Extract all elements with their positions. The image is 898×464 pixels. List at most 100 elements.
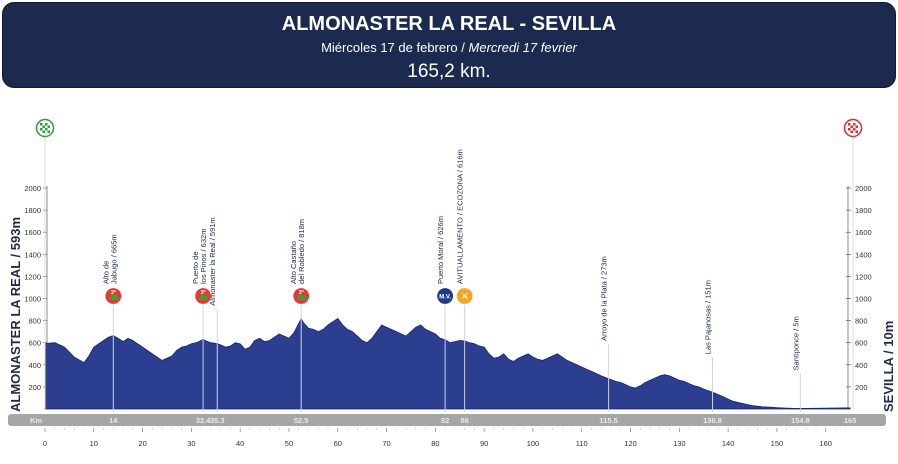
y-tick-label-left: 600 [28, 339, 41, 348]
km-bar [8, 414, 886, 426]
km-mark-label: 35.3 [210, 416, 225, 425]
y-tick-label-left: 1200 [24, 272, 41, 281]
km-mark-label: 115.5 [599, 416, 617, 425]
km-mark-label: 86 [460, 416, 468, 425]
start-flag-check [40, 128, 43, 131]
y-tick-label-left: 800 [28, 317, 41, 326]
annotation-label: Santiponce / 5m [791, 316, 800, 370]
y-tick-label-right: 200 [855, 383, 868, 392]
y-tick-label-right: 2000 [855, 184, 872, 193]
start-label: ALMONASTER LA REAL / 593m [8, 217, 23, 412]
x-tick-label: 140 [722, 439, 735, 448]
finish-flag-check [855, 125, 858, 128]
stage-header: ALMONASTER LA REAL - SEVILLA Miércoles 1… [2, 2, 896, 88]
stage-date-fr: Mercredi 17 fevrier [468, 40, 577, 55]
start-flag-check [42, 125, 45, 128]
sprint-label: M.V. [439, 295, 451, 301]
annotation-label: Puerto Moral / 626m [436, 216, 445, 284]
annotation-label-line: los Pinos / 632m [199, 229, 208, 284]
annotation-label-line: Alto Castaño [289, 241, 298, 284]
y-tick-label-right: 1600 [855, 228, 872, 237]
annotation-label: AVITUALLAMENTO / ECOZONA / 616m [456, 149, 465, 284]
annotation-label-line: Santiponce / 5m [791, 316, 800, 370]
stage-date: Miércoles 17 de febrero / Mercredi 17 fe… [3, 40, 895, 56]
annotation-label-line: Arroyo de la Plata / 273m [600, 256, 609, 341]
climb-category-label: 3ª [299, 289, 305, 296]
km-mark-label: 165 [844, 416, 857, 425]
annotation-label-line: del Robledo / 818m [297, 219, 306, 284]
km-mark-label: 154.8 [791, 416, 810, 425]
mountain-shape-icon [296, 293, 308, 300]
finish-label: SEVILLA / 10m [881, 321, 896, 412]
y-tick-label-right: 1800 [855, 206, 872, 215]
finish-flag-check [848, 128, 851, 131]
finish-flag-check [853, 123, 856, 126]
annotation-label-line: Jabugo / 665m [109, 234, 118, 284]
finish-flag-check [853, 128, 856, 131]
x-tick-label: 0 [43, 439, 47, 448]
x-tick-label: 70 [382, 439, 390, 448]
x-tick-label: 20 [138, 439, 146, 448]
annotation-label: Almonaster la Real / 591m [208, 217, 217, 305]
y-tick-label-right: 1200 [855, 272, 872, 281]
stage-distance: 165,2 km. [407, 61, 491, 82]
x-tick-label: 40 [236, 439, 244, 448]
climb-category-label: 3ª [111, 289, 117, 296]
annotation-label: Las Pajanosas / 151m [704, 280, 713, 354]
x-tick-label: 100 [527, 439, 540, 448]
elevation-area [44, 317, 851, 410]
x-tick-label: 80 [431, 439, 439, 448]
annotation-label: Alto deJabugo / 665m [101, 234, 118, 284]
x-tick-label: 50 [285, 439, 293, 448]
annotation-label-line: Alto de [101, 261, 110, 284]
x-tick-label: 90 [480, 439, 488, 448]
start-flag-check [47, 130, 50, 133]
start-flag-check [42, 130, 45, 133]
km-mark-label: 14 [109, 416, 118, 425]
x-tick-label: 150 [771, 439, 784, 448]
y-tick-label-right: 1400 [855, 250, 872, 259]
y-tick-label-left: 200 [28, 383, 41, 392]
y-tick-label-right: 1000 [855, 295, 872, 304]
finish-flag-check [850, 130, 853, 133]
x-tick-label: 110 [576, 439, 588, 448]
annotation-label: Puerto delos Pinos / 632m [191, 229, 208, 284]
x-tick-label: 160 [819, 439, 832, 448]
km-mark-label: 32.4 [196, 416, 211, 425]
y-tick-label-left: 2000 [24, 184, 41, 193]
annotation-label-line: Puerto de [191, 251, 200, 284]
annotation-label: Arroyo de la Plata / 273m [600, 256, 609, 341]
finish-flag-check [850, 125, 853, 128]
x-tick-label: 30 [187, 439, 195, 448]
start-flag-check [45, 123, 48, 126]
annotation-label-line: Las Pajanosas / 151m [704, 280, 713, 354]
finish-flag-check [855, 130, 858, 133]
y-tick-label-right: 800 [855, 317, 868, 326]
start-flag-check [40, 123, 43, 126]
feed-zone-icon [455, 286, 474, 306]
km-mark-label: 52.5 [294, 416, 309, 425]
y-tick-label-right: 600 [855, 339, 868, 348]
stage-title: ALMONASTER LA REAL - SEVILLA [281, 13, 617, 35]
annotation-label-line: AVITUALLAMENTO / ECOZONA / 616m [456, 149, 465, 284]
y-tick-label-left: 1000 [24, 295, 41, 304]
mountain-shape-icon [108, 293, 120, 300]
start-flag-check [47, 125, 50, 128]
annotation-label: Alto Castañodel Robledo / 818m [289, 219, 306, 284]
climb-category-label: 3ª [201, 289, 207, 296]
start-flag-check [45, 128, 48, 131]
y-tick-label-left: 1800 [24, 206, 41, 215]
annotation-label-line: Puerto Moral / 626m [436, 216, 445, 284]
x-tick-label: 130 [673, 439, 686, 448]
stage-date-es: Miércoles 17 de febrero / [321, 40, 465, 55]
y-tick-label-right: 400 [855, 361, 868, 370]
y-tick-label-left: 1600 [24, 228, 41, 237]
mountain-shape-icon [198, 293, 210, 300]
x-tick-label: 120 [624, 439, 637, 448]
annotation-label-line: Almonaster la Real / 591m [208, 217, 217, 305]
x-tick-label: 10 [90, 439, 98, 448]
km-mark-label: 82 [441, 416, 449, 425]
y-tick-label-left: 400 [28, 361, 41, 370]
sprint-icon [436, 286, 455, 306]
